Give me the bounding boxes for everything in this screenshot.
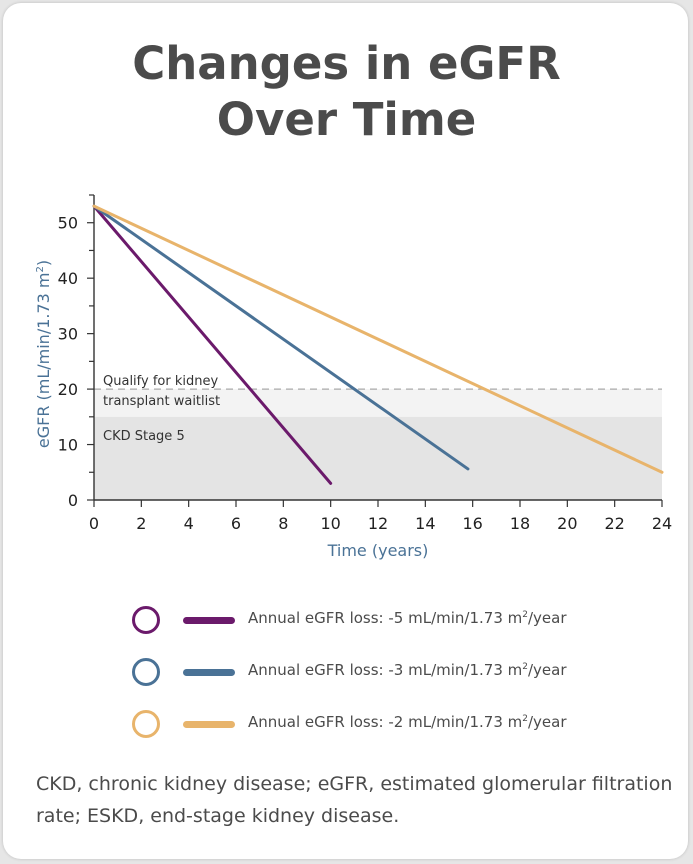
legend: Annual eGFR loss: -5 mL/min/1.73 m2/year…: [132, 604, 652, 760]
x-tick-label: 12: [368, 514, 388, 533]
y-axis-label: eGFR (mL/min/1.73 m2): [34, 260, 53, 448]
x-tick-label: 6: [231, 514, 241, 533]
region-band: [94, 389, 662, 417]
legend-circle-icon: [132, 658, 160, 686]
x-tick-label: 22: [604, 514, 624, 533]
legend-item-5: Annual eGFR loss: -5 mL/min/1.73 m2/year: [132, 604, 652, 656]
y-tick-label: 10: [58, 436, 78, 455]
legend-line-swatch: [183, 721, 235, 728]
x-tick-label: 18: [510, 514, 530, 533]
series-line: [92, 204, 664, 474]
chart-title-line2: Over Time: [216, 93, 477, 146]
chart-title-line1: Changes in eGFR: [132, 37, 561, 90]
x-axis-label: Time (years): [327, 541, 429, 560]
region-band: [94, 416, 662, 500]
x-tick-label: 2: [136, 514, 146, 533]
legend-circle-icon: [132, 710, 160, 738]
y-tick-label: 50: [58, 214, 78, 233]
y-tick-label: 20: [58, 380, 78, 399]
region-label: transplant waitlist: [103, 394, 220, 409]
x-tick-label: 8: [278, 514, 288, 533]
region-label: Qualify for kidney: [103, 374, 218, 389]
region-label: CKD Stage 5: [103, 429, 185, 444]
legend-label: Annual eGFR loss: -5 mL/min/1.73 m2/year: [248, 609, 567, 627]
y-tick-label: 40: [58, 269, 78, 288]
footnote: CKD, chronic kidney disease; eGFR, estim…: [36, 773, 673, 827]
y-tick-label: 0: [68, 491, 78, 510]
x-tick-label: 16: [462, 514, 482, 533]
legend-line-swatch: [183, 669, 235, 676]
legend-item-2: Annual eGFR loss: -2 mL/min/1.73 m2/year: [132, 708, 652, 760]
series-line: [92, 204, 333, 485]
legend-label: Annual eGFR loss: -3 mL/min/1.73 m2/year: [248, 661, 567, 679]
x-tick-label: 10: [320, 514, 340, 533]
legend-item-3: Annual eGFR loss: -3 mL/min/1.73 m2/year: [132, 656, 652, 708]
legend-label: Annual eGFR loss: -2 mL/min/1.73 m2/year: [248, 713, 567, 731]
chart-title: Changes in eGFR Over Time: [0, 36, 693, 148]
x-tick-label: 14: [415, 514, 435, 533]
x-tick-label: 4: [184, 514, 194, 533]
x-tick-label: 20: [557, 514, 577, 533]
x-tick-label: 24: [652, 514, 672, 533]
legend-circle-icon: [132, 606, 160, 634]
y-tick-label: 30: [58, 325, 78, 344]
legend-line-swatch: [183, 617, 235, 624]
series-line: [92, 204, 470, 471]
x-tick-label: 0: [89, 514, 99, 533]
